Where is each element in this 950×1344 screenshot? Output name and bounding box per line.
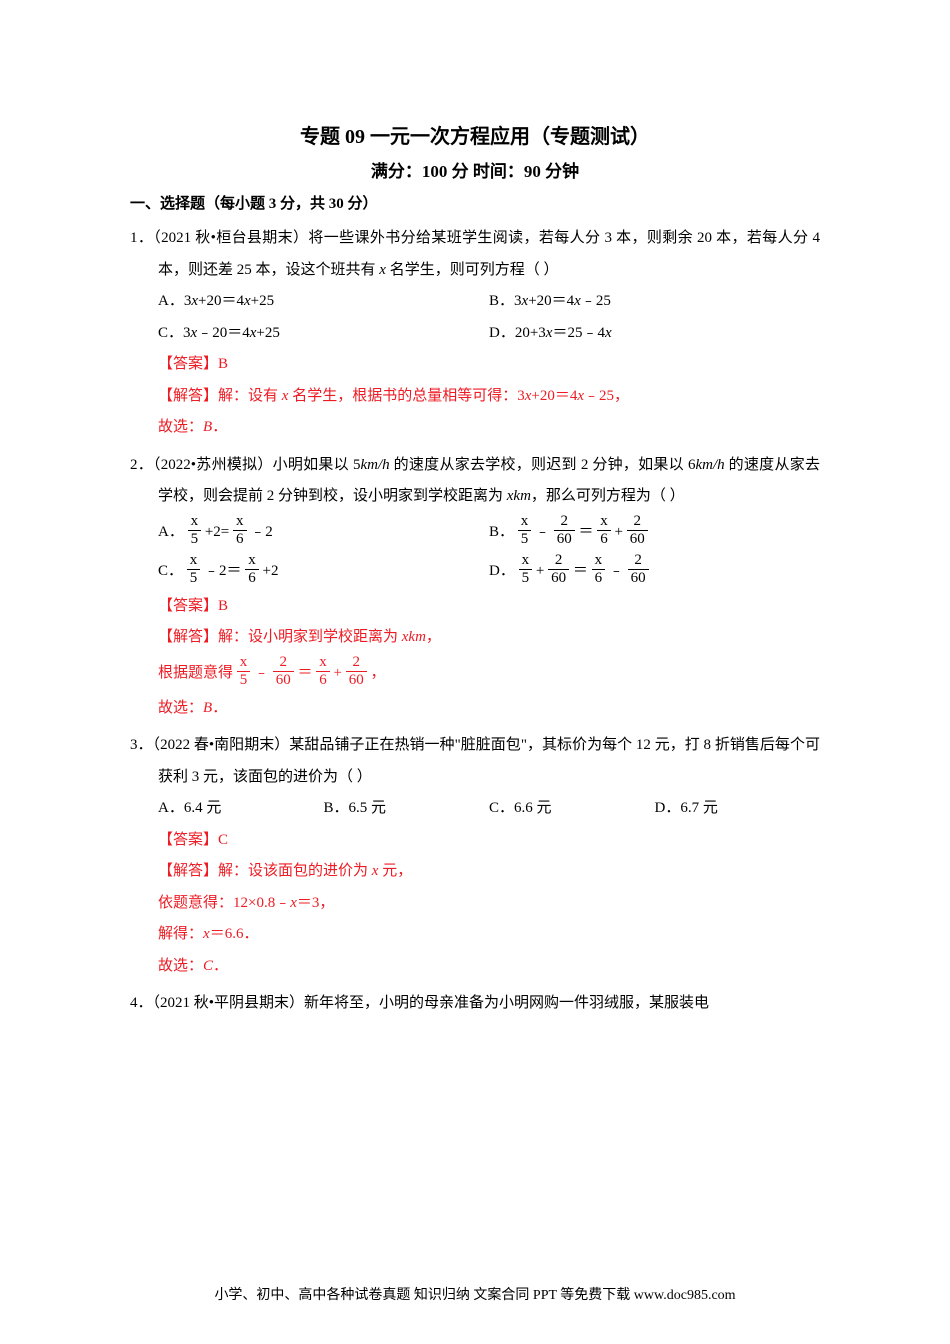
q1-conclusion: 故选：B． bbox=[130, 412, 820, 444]
q1-choices: A．3x+20＝4x+25 B．3x+20＝4x﹣25 C．3x﹣20＝4x+2… bbox=[130, 286, 820, 349]
q1-answer: 【答案】B bbox=[130, 349, 820, 381]
q3-choice-d: D．6.7 元 bbox=[655, 793, 821, 825]
q2-conclusion: 故选：B． bbox=[130, 693, 820, 725]
q4-text: 4．（2021 秋•平阴县期末）新年将至，小明的母亲准备为小明网购一件羽绒服，某… bbox=[130, 988, 820, 1020]
q3-explain2: 依题意得：12×0.8﹣x＝3， bbox=[130, 888, 820, 920]
q2-choice-c: C． x5 ﹣2＝ x6 +2 bbox=[158, 552, 489, 591]
q3-choice-a: A．6.4 元 bbox=[158, 793, 324, 825]
q1-explain: 【解答】解：设有 x 名学生，根据书的总量相等可得：3x+20＝4x﹣25， bbox=[130, 381, 820, 413]
q1-choice-c: C．3x﹣20＝4x+25 bbox=[158, 318, 489, 350]
question-3: 3．（2022 春•南阳期末）某甜品铺子正在热销一种"脏脏面包"，其标价为每个 … bbox=[130, 730, 820, 982]
q2-choice-a: A． x5 +2= x6 ﹣2 bbox=[158, 513, 489, 552]
question-2: 2．（2022•苏州模拟）小明如果以 5km/h 的速度从家去学校，则迟到 2 … bbox=[130, 450, 820, 725]
q3-choices: A．6.4 元 B．6.5 元 C．6.6 元 D．6.7 元 bbox=[130, 793, 820, 825]
q2-choice-d: D． x5 + 260 ＝ x6 ﹣ 260 bbox=[489, 552, 820, 591]
q2-text: 2．（2022•苏州模拟）小明如果以 5km/h 的速度从家去学校，则迟到 2 … bbox=[130, 450, 820, 513]
page-title: 专题 09 一元一次方程应用（专题测试） bbox=[130, 120, 820, 149]
q3-text: 3．（2022 春•南阳期末）某甜品铺子正在热销一种"脏脏面包"，其标价为每个 … bbox=[130, 730, 820, 793]
page-footer: 小学、初中、高中各种试卷真题 知识归纳 文案合同 PPT 等免费下载 www.d… bbox=[130, 1284, 820, 1304]
q2-explain1: 【解答】解：设小明家到学校距离为 xkm， bbox=[130, 622, 820, 654]
q3-choice-c: C．6.6 元 bbox=[489, 793, 655, 825]
question-4: 4．（2021 秋•平阴县期末）新年将至，小明的母亲准备为小明网购一件羽绒服，某… bbox=[130, 988, 820, 1020]
q3-explain3: 解得：x＝6.6． bbox=[130, 919, 820, 951]
q3-explain1: 【解答】解：设该面包的进价为 x 元， bbox=[130, 856, 820, 888]
q2-choice-b: B． x5 ﹣ 260 ＝ x6 + 260 bbox=[489, 513, 820, 552]
section-header: 一、选择题（每小题 3 分，共 30 分） bbox=[130, 192, 820, 213]
q3-conclusion: 故选：C． bbox=[130, 951, 820, 983]
page-subtitle: 满分：100 分 时间：90 分钟 bbox=[130, 157, 820, 182]
q3-choice-b: B．6.5 元 bbox=[324, 793, 490, 825]
q2-explain2: 根据题意得 x5 ﹣ 260 ＝ x6 + 260 ， bbox=[130, 654, 820, 693]
q3-answer: 【答案】C bbox=[130, 825, 820, 857]
q1-choice-b: B．3x+20＝4x﹣25 bbox=[489, 286, 820, 318]
q2-answer: 【答案】B bbox=[130, 591, 820, 623]
q1-choice-d: D．20+3x＝25﹣4x bbox=[489, 318, 820, 350]
q2-choices: A． x5 +2= x6 ﹣2 B． x5 ﹣ 260 ＝ x6 + 260 C… bbox=[130, 513, 820, 591]
q1-choice-a: A．3x+20＝4x+25 bbox=[158, 286, 489, 318]
question-1: 1．（2021 秋•桓台县期末）将一些课外书分给某班学生阅读，若每人分 3 本，… bbox=[130, 223, 820, 444]
q1-text: 1．（2021 秋•桓台县期末）将一些课外书分给某班学生阅读，若每人分 3 本，… bbox=[130, 223, 820, 286]
